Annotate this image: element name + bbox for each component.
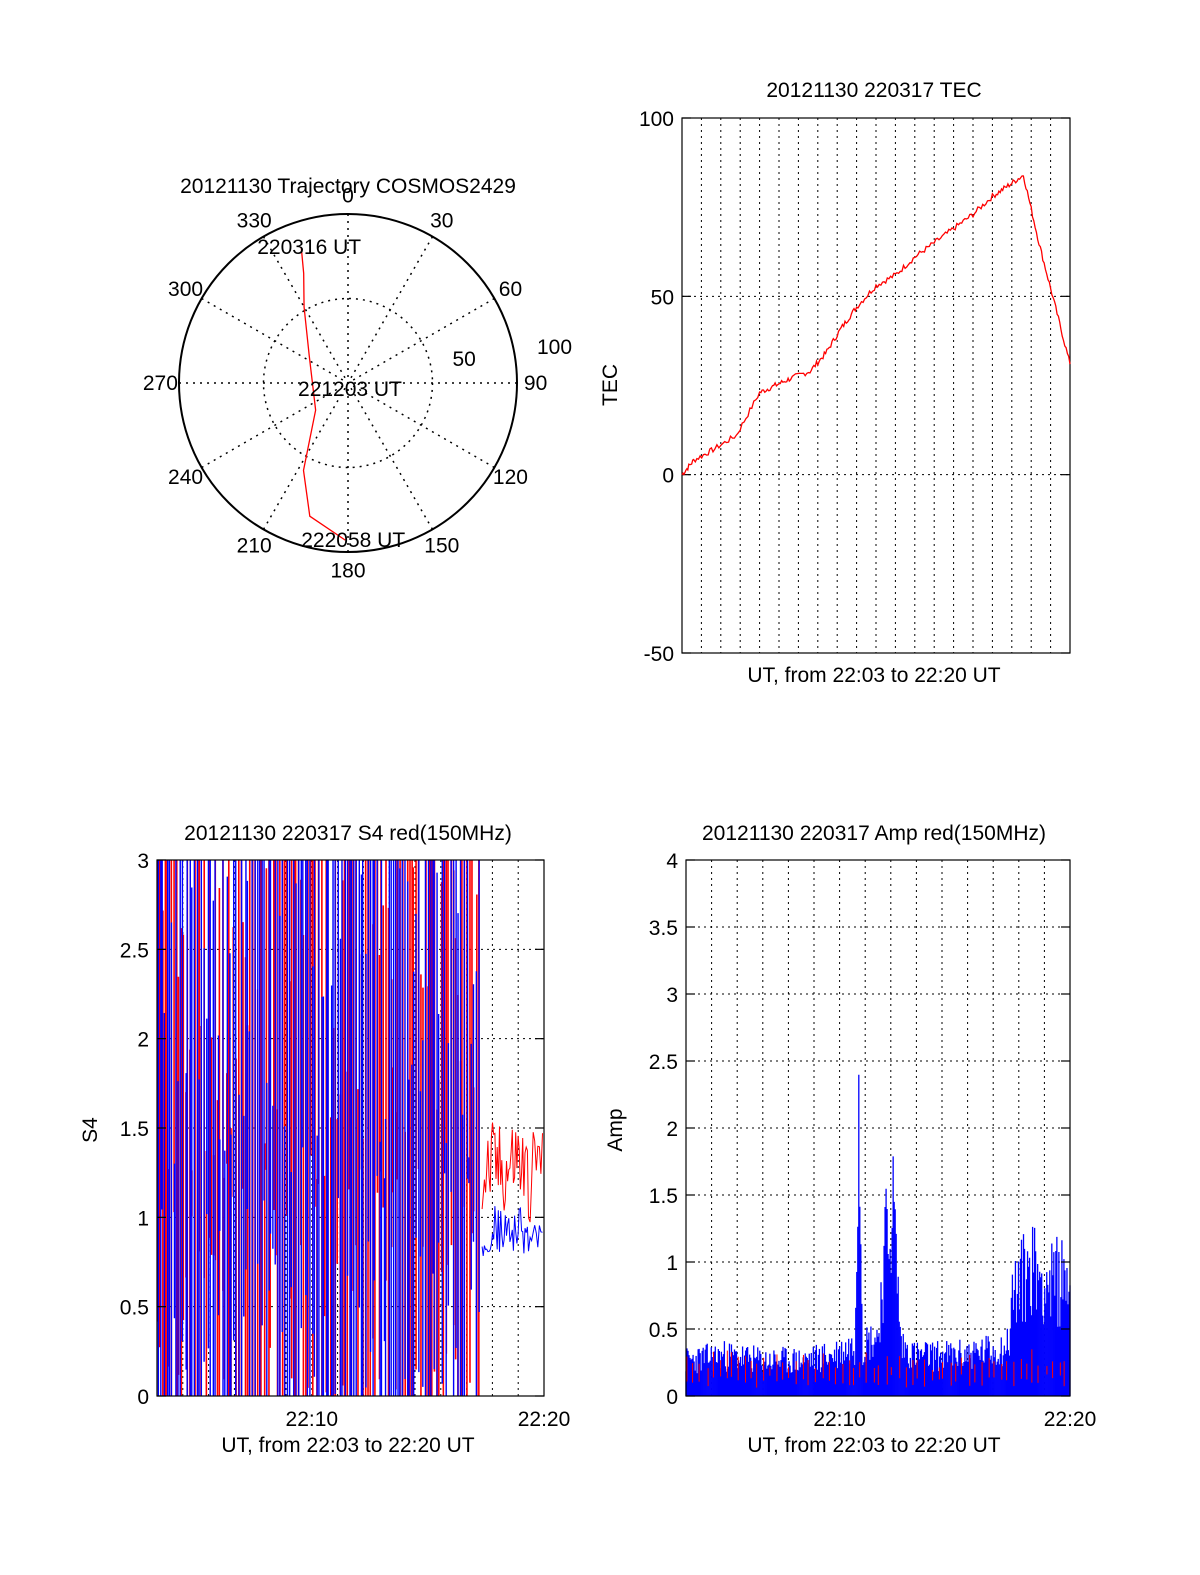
polar-azimuth-label: 240	[168, 466, 203, 489]
trajectory-annotation: 220316 UT	[257, 236, 361, 259]
amp-grid	[686, 860, 1070, 1396]
y-tick-label: 0	[666, 1386, 678, 1409]
y-tick-label: 2.5	[120, 939, 149, 962]
amp-ylabel: Amp	[604, 1108, 627, 1151]
polar-azimuth-label: 210	[237, 534, 272, 557]
amp-series	[685, 1074, 1071, 1396]
s4-series-line	[481, 1206, 543, 1257]
polar-annotations: 220316 UT 221203 UT 222058 UT	[257, 236, 405, 552]
polar-title: 20121130 Trajectory COSMOS2429	[180, 175, 516, 198]
amp-xlabel: UT, from 22:03 to 22:20 UT	[747, 1434, 1000, 1457]
s4-title: 20121130 220317 S4 red(150MHz)	[184, 822, 512, 845]
polar-labels: 0 30 60 90 120 150 180 210 240 270 300 330 50 100	[143, 184, 572, 582]
x-tick-label: 22:10	[813, 1408, 866, 1431]
y-tick-label: 2	[666, 1118, 678, 1141]
tec-ylabel: TEC	[599, 364, 622, 406]
amp-panel: 20121130 220317 Amp red(150MHz) 0 0.5 1 1.5…	[604, 822, 1096, 1457]
polar-azimuth-label: 60	[499, 278, 522, 301]
y-tick-label: 3.5	[649, 917, 678, 940]
polar-azimuth-label: 30	[430, 210, 453, 233]
polar-grid	[179, 214, 517, 552]
y-tick-label: 0.5	[120, 1297, 149, 1320]
polar-azimuth-label: 0	[342, 184, 354, 207]
trajectory-annotation: 222058 UT	[301, 529, 405, 552]
tec-xlabel: UT, from 22:03 to 22:20 UT	[747, 664, 1000, 687]
polar-azimuth-label: 330	[237, 210, 272, 233]
tec-y-ticks: -50 0 50 100	[639, 108, 1070, 666]
y-tick-label: 100	[639, 108, 674, 131]
polar-outer-circle	[178, 213, 518, 553]
y-tick-label: 4	[666, 850, 678, 873]
x-tick-label: 22:10	[286, 1408, 339, 1431]
x-tick-label: 22:20	[1044, 1408, 1097, 1431]
y-tick-label: 0	[137, 1386, 149, 1409]
y-tick-label: 0.5	[649, 1319, 678, 1342]
s4-ticks: 0 0.5 1 1.5 2 2.5 3 22:10 22:20	[120, 850, 570, 1431]
s4-ylabel: S4	[79, 1117, 102, 1143]
polar-azimuth-label: 270	[143, 372, 178, 395]
y-tick-label: 2	[137, 1029, 149, 1052]
polar-azimuth-label: 120	[493, 466, 528, 489]
y-tick-label: 1	[137, 1207, 149, 1230]
amp-title: 20121130 220317 Amp red(150MHz)	[702, 822, 1046, 845]
y-tick-label: -50	[644, 643, 674, 666]
s4-series-line	[481, 1122, 543, 1223]
tec-series-line	[681, 175, 1071, 476]
polar-azimuth-label: 90	[524, 372, 547, 395]
polar-azimuth-label: 300	[168, 278, 203, 301]
y-tick-label: 2.5	[649, 1051, 678, 1074]
y-tick-label: 1	[666, 1252, 678, 1275]
y-tick-label: 1.5	[649, 1185, 678, 1208]
x-tick-label: 22:20	[518, 1408, 571, 1431]
s4-series	[157, 860, 543, 1396]
tec-plot-frame	[681, 117, 1071, 654]
trajectory-line	[300, 247, 346, 541]
polar-ring-label: 50	[453, 348, 476, 371]
y-tick-label: 3	[666, 984, 678, 1007]
polar-azimuth-label: 150	[424, 534, 459, 557]
s4-xlabel: UT, from 22:03 to 22:20 UT	[221, 1434, 474, 1457]
tec-grid	[682, 118, 1070, 653]
amp-ticks: 0 0.5 1 1.5 2 2.5 3 3.5 4 22:10 22:20	[649, 850, 1096, 1431]
y-tick-label: 3	[137, 850, 149, 873]
polar-panel: 20121130 Trajectory COSMOS2429 0 30 60 90 12…	[143, 175, 572, 583]
y-tick-label: 1.5	[120, 1118, 149, 1141]
tec-title: 20121130 220317 TEC	[766, 79, 981, 102]
polar-spoke	[262, 236, 434, 530]
trajectory-annotation: 221203 UT	[298, 378, 402, 401]
polar-ring-label: 100	[537, 336, 572, 359]
polar-azimuth-label: 180	[330, 560, 365, 583]
y-tick-label: 0	[662, 465, 674, 488]
y-tick-label: 50	[651, 286, 674, 309]
tec-panel: 20121130 220317 TEC -50 0 50 100 UT, from 2…	[599, 79, 1071, 687]
s4-panel: 20121130 220317 S4 red(150MHz) 0 0.5 1 1.5 2…	[79, 822, 570, 1457]
